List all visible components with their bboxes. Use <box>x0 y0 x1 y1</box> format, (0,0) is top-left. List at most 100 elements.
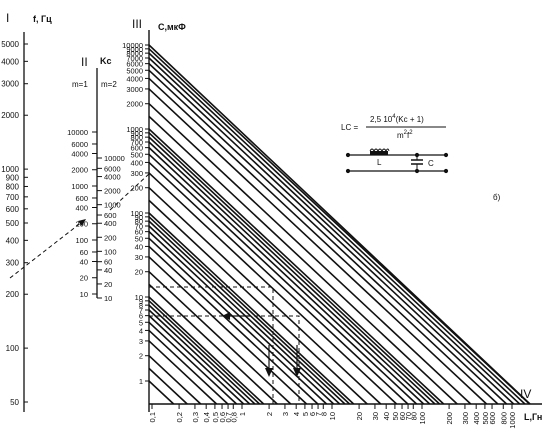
axis-c-tick-label: 90 <box>135 213 143 222</box>
terminal-bottom-left <box>345 168 351 174</box>
axis-kc-m1-tick-label: 10000 <box>67 128 88 137</box>
lc-diagonal-line <box>148 132 441 405</box>
axis-l-tick-label: 40 <box>382 412 391 420</box>
axis-c-tick-label: 100 <box>130 209 143 218</box>
lc-diagonal-line <box>148 245 319 405</box>
axis-l-tick-label: 300 <box>461 412 470 425</box>
lc-diagonal-line <box>148 57 521 405</box>
lc-diagonal-line <box>148 271 292 405</box>
axis-l-tick-label: 0,6 <box>218 412 227 422</box>
example-c10-line <box>149 315 300 404</box>
axis-l-tick-label: 50 <box>391 412 400 420</box>
lc-diagonal-line <box>148 115 458 405</box>
lc-diagonal-line <box>148 315 245 405</box>
axis-kc: II Kc m=1 m=2 10000600040002000100060040… <box>67 55 125 303</box>
lc-diagonal-line <box>148 212 355 405</box>
axis-l-tick-label: 400 <box>472 412 481 425</box>
lc-diagonal-line <box>148 199 368 405</box>
axis-c-tick-label: 7000 <box>126 54 143 63</box>
axis-l-tick-label: 5 <box>301 412 310 416</box>
example-arrowheads <box>78 219 301 377</box>
axis-l-tick-label: 4 <box>292 412 301 416</box>
terminal-bottom-right <box>443 168 449 174</box>
axis-kc-m2-tick-label: 4000 <box>104 173 121 182</box>
axis-l-tick-label: 7 <box>314 412 323 416</box>
axis-l-tick-label: 80 <box>409 412 418 420</box>
axis-f-tick-label: 700 <box>6 193 20 202</box>
axis-l-tick-label: 30 <box>371 412 380 420</box>
arrowhead-down-4 <box>293 368 301 377</box>
axis-c-tick-label: 80 <box>135 217 143 226</box>
axis-c-tick-label: 3000 <box>126 85 143 94</box>
axis-l-tick-label: 1000 <box>508 412 517 429</box>
arrowhead-down-2 <box>265 368 273 377</box>
lc-diagonal-line <box>148 172 398 405</box>
lc-diagonal-line <box>148 329 229 405</box>
axis-f-tick-label: 400 <box>6 236 20 245</box>
axis-l-tick-label: 60 <box>398 412 407 420</box>
axis-c-tick-label: 50 <box>135 234 143 243</box>
axis-l-tick-label: 6 <box>308 412 317 416</box>
axis-kc-m2-tick-label: 200 <box>104 233 117 242</box>
axis-kc-m1-tick-label: 1000 <box>71 182 88 191</box>
lc-diagonal-line <box>148 88 488 405</box>
axis-kc-title: Kc <box>100 56 112 66</box>
axis-c-tick-label: 1 <box>139 377 143 386</box>
axis-l-tick-label: 800 <box>499 412 508 425</box>
axis-f-tick-label: 500 <box>6 219 20 228</box>
lc-diagonal-line <box>148 187 382 405</box>
formula-numerator: 2,5 104(Kc + 1) <box>370 114 424 124</box>
axis-c-tick-label: 3 <box>139 337 143 346</box>
axis-f-tick-label: 600 <box>6 205 20 214</box>
axis-c-tick-label: 2000 <box>126 100 143 109</box>
lc-diagonal-line <box>148 283 278 405</box>
axis-c-tick-label: 400 <box>130 158 143 167</box>
axis-l-tick-label: 8 <box>319 412 328 416</box>
axis-c-tick-label: 1000 <box>126 125 143 134</box>
terminal-top-right <box>443 152 449 158</box>
axis-l-tick-label: 200 <box>445 412 454 425</box>
axis-kc-m2-tick-label: 60 <box>104 258 112 267</box>
lc-circuit <box>345 148 449 174</box>
lc-diagonal-line <box>148 52 526 405</box>
axis-c-tick-label: 8000 <box>126 49 143 58</box>
axis-l-tick-label: 0,3 <box>191 412 200 422</box>
axis-c-tick-label: 4 <box>139 326 143 335</box>
axis-f-tick-label: 900 <box>6 173 20 182</box>
circuit-inductor-label: L <box>377 158 382 167</box>
axis-l-tick-label: 70 <box>404 412 413 420</box>
axis-c-tick-label: 5000 <box>126 66 143 75</box>
axis-kc-m2-tick-label: 10 <box>104 294 112 303</box>
axis-f-roman: I <box>6 11 9 25</box>
lc-diagonal-line <box>148 304 256 405</box>
axis-f-tick-label: 2000 <box>1 111 19 120</box>
lc-diagonal-line <box>148 128 445 405</box>
lc-diagonal-line <box>148 355 202 405</box>
panel-label: б) <box>493 193 501 202</box>
axis-c-tick-label: 6 <box>139 312 143 321</box>
axis-kc-m1-tick-label: 600 <box>75 194 88 203</box>
circuit-capacitor-label: C <box>428 159 434 168</box>
axis-c-roman: III <box>132 17 142 31</box>
axis-c-tick-label: 10000 <box>122 41 143 50</box>
axis-kc-m2-tick-label: 6000 <box>104 164 121 173</box>
lc-diagonal-line <box>148 147 425 405</box>
axis-c-tick-label: 70 <box>135 222 143 231</box>
axis-c-tick-label: 4000 <box>126 74 143 83</box>
lc-diagonal-line <box>148 340 218 405</box>
lc-diagonal-line <box>148 136 436 405</box>
axis-l-tick-label: 100 <box>418 412 427 425</box>
axis-l-tick-label: 600 <box>488 412 497 425</box>
axis-f-tick-label: 4000 <box>1 57 19 66</box>
axis-kc-ticks: 1000060004000200010006004002001006040201… <box>67 128 125 303</box>
formula-denominator: m2f2 <box>397 130 413 140</box>
lc-diagonal-line <box>148 63 515 405</box>
junction-bottom <box>414 168 420 174</box>
axis-l-tick-label: 0,8 <box>229 412 238 422</box>
axis-c-tick-label: 500 <box>130 150 143 159</box>
axis-kc-m2-tick-label: 2000 <box>104 187 121 196</box>
axis-l-tick-label: 0,2 <box>175 412 184 422</box>
axis-c-tick-label: 7 <box>139 306 143 315</box>
